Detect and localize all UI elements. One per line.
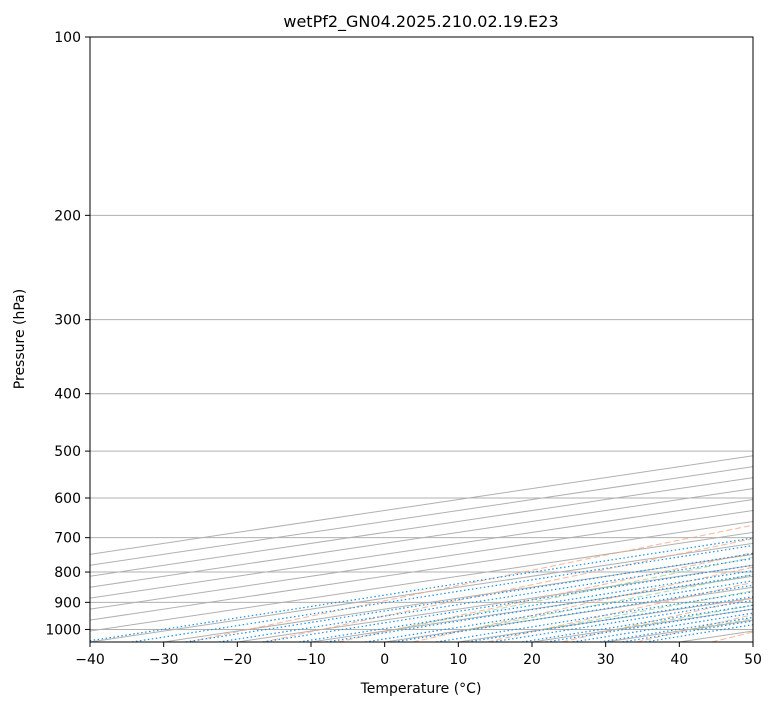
mixing-ratio-line <box>218 557 753 642</box>
dry-adiabat-line <box>412 566 753 642</box>
isotherm-line <box>90 531 753 632</box>
y-tick-label: 500 <box>54 444 81 460</box>
y-tick-label: 800 <box>54 565 81 581</box>
isotherm-line <box>90 488 753 588</box>
mixing-ratio-line <box>185 552 753 642</box>
mixing-ratio-line <box>599 616 753 642</box>
x-tick-label: −10 <box>296 652 326 668</box>
x-tick-label: −20 <box>223 652 253 668</box>
x-tick-label: 10 <box>449 652 467 668</box>
y-tick-label: 200 <box>54 208 81 224</box>
y-axis-title: Pressure (hPa) <box>12 289 28 389</box>
axes: −40 −30 −20 −10 0 10 20 30 40 50 100 200 300 400 500 60… <box>45 30 762 668</box>
isotherm-line <box>90 520 753 621</box>
y-tick-label: 900 <box>54 595 81 611</box>
x-tick-label: −40 <box>75 652 105 668</box>
chart-title: wetPf2_GN04.2025.210.02.19.E23 <box>283 12 558 32</box>
dry-adiabat-line <box>263 538 753 642</box>
x-tick-label: 40 <box>670 652 688 668</box>
y-tick-label: 400 <box>54 387 81 403</box>
mixing-ratio-line <box>572 612 753 642</box>
isotherm-line <box>90 509 753 610</box>
moist-adiabat-line <box>469 574 753 630</box>
y-tick-label: 100 <box>54 30 81 46</box>
y-tick-label: 600 <box>54 491 81 507</box>
isotherm-line <box>90 499 753 599</box>
x-tick-label: −30 <box>149 652 179 668</box>
y-tick-label: 1000 <box>45 622 81 638</box>
x-tick-label: 20 <box>523 652 541 668</box>
x-axis-title: Temperature (°C) <box>360 681 482 697</box>
x-tick-label: 30 <box>597 652 615 668</box>
isotherm-line <box>90 466 753 566</box>
y-tick-label: 700 <box>54 531 81 547</box>
mixing-ratio-line <box>90 537 753 642</box>
isotherm-line <box>90 477 753 577</box>
background-lines <box>90 37 753 642</box>
mixing-ratio-line <box>492 599 753 642</box>
x-tick-label: 0 <box>380 652 389 668</box>
isotherm-line <box>752 641 753 642</box>
mixing-ratio-line <box>522 604 753 642</box>
y-tick-label: 300 <box>54 313 81 329</box>
mixing-ratio-line <box>546 608 753 642</box>
dry-adiabat-line <box>487 581 753 642</box>
plot-frame <box>89 36 754 643</box>
x-tick-label: 50 <box>744 652 762 668</box>
mixing-ratio-line <box>131 544 753 642</box>
isotherm-line <box>90 455 753 555</box>
plot-background <box>90 37 753 642</box>
